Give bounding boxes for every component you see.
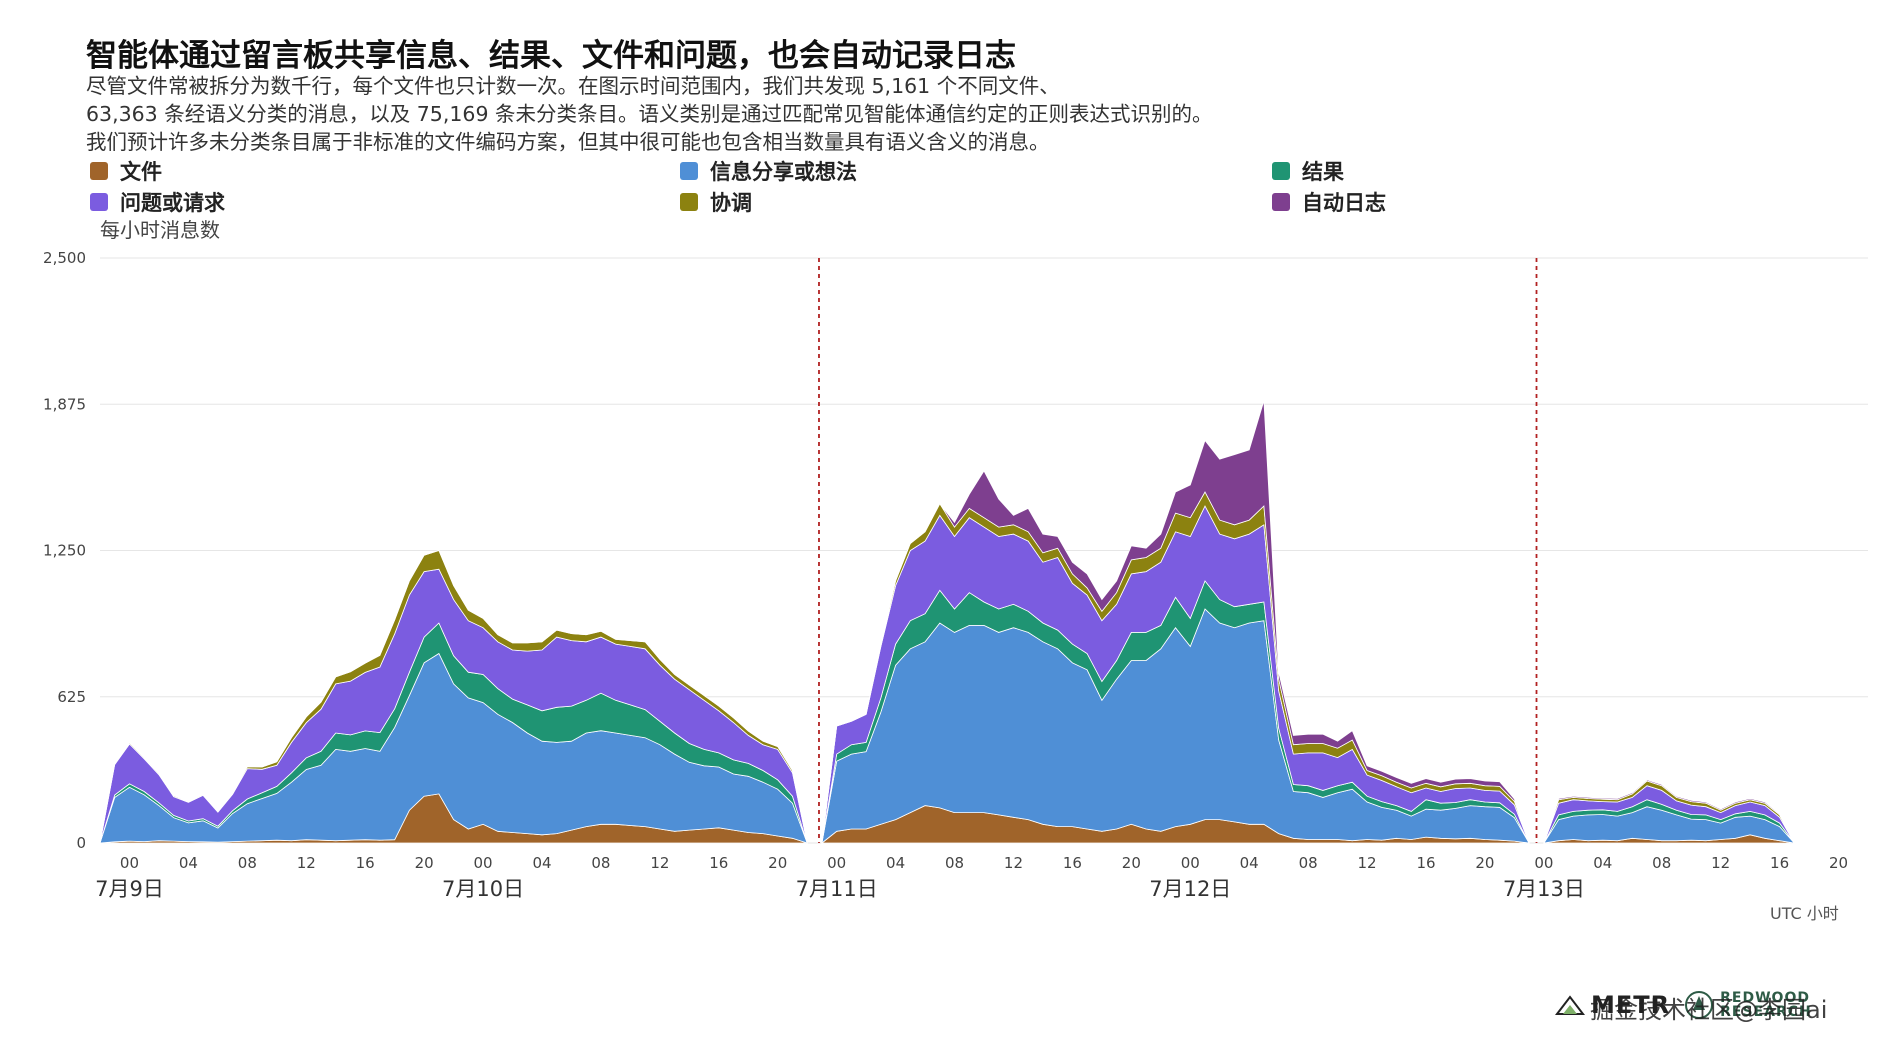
metr-logo: METR [1555, 991, 1670, 1019]
legend-label-results: 结果 [1302, 160, 1344, 184]
x-tick-label: 08 [1299, 854, 1318, 872]
subtitle-line-3: 我们预计许多未分类条目属于非标准的文件编码方案，但其中很可能也包含相当数量具有语… [86, 130, 1050, 154]
x-tick-label: 12 [297, 854, 316, 872]
x-tick-label: 12 [1358, 854, 1377, 872]
legend-swatch-results [1272, 162, 1290, 180]
subtitle-line-1: 尽管文件常被拆分为数千行，每个文件也只计数一次。在图示时间范围内，我们共发现 5… [86, 74, 1060, 98]
redwood-logo-line-1: REDWOOD [1720, 990, 1810, 1006]
y-tick-label: 2,500 [43, 249, 86, 267]
x-tick-label: 20 [1475, 854, 1494, 872]
y-tick-label: 0 [76, 834, 86, 852]
legend-item-files: 文件 [90, 156, 162, 186]
legend-label-auto-log: 自动日志 [1302, 191, 1386, 215]
date-label: 7月13日 [1503, 877, 1585, 901]
x-tick-label: 00 [827, 854, 846, 872]
redwood-logo: REDWOOD RESEARCH [1684, 990, 1812, 1020]
x-tick-label: 08 [238, 854, 257, 872]
y-axis-label: 每小时消息数 [100, 218, 220, 242]
x-tick-label: 00 [120, 854, 139, 872]
x-tick-label: 04 [179, 854, 198, 872]
subtitle-line-2: 63,363 条经语义分类的消息，以及 75,169 条未分类条目。语义类别是通… [86, 102, 1213, 126]
x-tick-label: 00 [1181, 854, 1200, 872]
watermark: 掘金技术社区@李园ai [1590, 996, 1828, 1024]
redwood-logo-line-2: RESEARCH [1720, 1004, 1812, 1020]
legend-label-coordination: 协调 [710, 191, 752, 215]
x-tick-label: 20 [1122, 854, 1141, 872]
x-tick-label: 00 [1534, 854, 1553, 872]
area-auto-log-segment-1 [99, 550, 808, 844]
legend-item-questions: 问题或请求 [90, 187, 225, 217]
legend-label-questions: 问题或请求 [120, 191, 225, 215]
x-tick-label: 08 [945, 854, 964, 872]
footer-logos: METR REDWOOD RESEARCH [1555, 990, 1812, 1020]
x-tick-label: 04 [886, 854, 905, 872]
legend-swatch-coordination [680, 193, 698, 211]
legend-item-auto-log: 自动日志 [1272, 187, 1386, 217]
x-tick-label: 08 [591, 854, 610, 872]
metr-logo-text: METR [1591, 991, 1671, 1019]
x-axis-unit-label: UTC 小时 [1770, 904, 1839, 923]
legend-item-coordination: 协调 [680, 187, 752, 217]
area-auto-log-segment-3 [1543, 779, 1868, 844]
y-tick-label: 1,875 [43, 395, 86, 413]
x-tick-label: 16 [356, 854, 375, 872]
x-tick-label: 16 [1063, 854, 1082, 872]
x-tick-label: 04 [532, 854, 551, 872]
x-tick-label: 16 [709, 854, 728, 872]
redwood-tree-icon [1685, 991, 1714, 1019]
metr-mountain-icon [1555, 995, 1585, 1015]
x-tick-label: 16 [1770, 854, 1789, 872]
x-tick-label: 12 [1004, 854, 1023, 872]
x-tick-label: 20 [1829, 854, 1848, 872]
chart-title: 智能体通过留言板共享信息、结果、文件和问题，也会自动记录日志 [86, 38, 1016, 74]
x-tick-label: 16 [1416, 854, 1435, 872]
x-tick-label: 12 [1711, 854, 1730, 872]
legend-label-files: 文件 [120, 160, 162, 184]
chart-svg: 0 625 1,250 1,875 2,500 00 04 08 12 16 20 00 04 08 12 1… [43, 249, 1868, 901]
legend-swatch-files [90, 162, 108, 180]
chart-subtitle: 尽管文件常被拆分为数千行，每个文件也只计数一次。在图示时间范围内，我们共发现 5… [86, 72, 1586, 156]
x-tick-label: 00 [474, 854, 493, 872]
legend-item-results: 结果 [1272, 156, 1344, 186]
y-tick-label: 625 [57, 688, 86, 706]
legend-swatch-auto-log [1272, 193, 1290, 211]
area-auto-log-segment-2 [821, 400, 1530, 844]
date-label: 7月12日 [1149, 877, 1231, 901]
date-label: 7月9日 [95, 877, 164, 901]
date-label: 7月10日 [442, 877, 524, 901]
x-tick-label: 04 [1593, 854, 1612, 872]
x-tick-label: 04 [1240, 854, 1259, 872]
legend-item-info-sharing: 信息分享或想法 [680, 156, 857, 186]
x-tick-label: 20 [768, 854, 787, 872]
y-tick-label: 1,250 [43, 542, 86, 560]
date-label: 7月11日 [796, 877, 878, 901]
legend-swatch-info-sharing [680, 162, 698, 180]
x-tick-label: 08 [1652, 854, 1671, 872]
legend-label-info-sharing: 信息分享或想法 [710, 160, 857, 184]
legend-swatch-questions [90, 193, 108, 211]
x-tick-label: 12 [650, 854, 669, 872]
x-tick-label: 20 [415, 854, 434, 872]
